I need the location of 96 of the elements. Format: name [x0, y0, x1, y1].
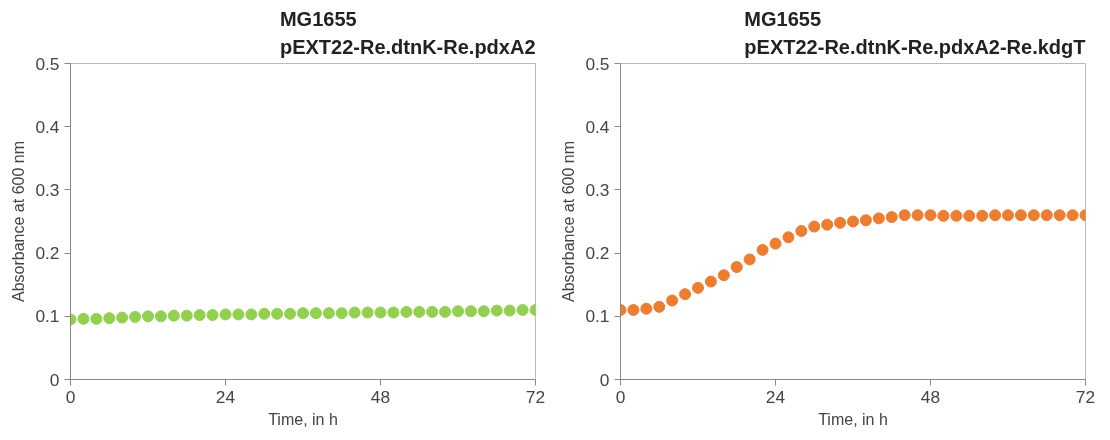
point — [1002, 209, 1014, 222]
point — [730, 261, 743, 273]
point — [976, 209, 989, 222]
point — [335, 307, 348, 320]
point — [271, 307, 284, 320]
x-tick-label: 0 — [615, 386, 626, 407]
point — [219, 308, 232, 321]
point — [387, 306, 400, 319]
point — [821, 218, 834, 231]
point — [640, 302, 653, 315]
y-tick-label: 0.4 — [585, 116, 610, 137]
point — [245, 308, 258, 321]
point — [516, 303, 529, 316]
point — [963, 209, 976, 222]
point — [666, 294, 679, 307]
point — [859, 214, 872, 227]
point — [413, 305, 426, 318]
x-tick-label: 48 — [920, 386, 941, 407]
x-axis-title: Time, in h — [818, 410, 888, 428]
y-tick-label: 0.3 — [35, 179, 60, 200]
point — [756, 243, 769, 256]
y-axis-title: Absorbance at 600 nm — [10, 141, 28, 302]
point — [258, 307, 271, 320]
point — [452, 305, 464, 318]
point — [154, 310, 167, 323]
point — [704, 275, 717, 288]
point — [309, 307, 322, 320]
point — [1053, 209, 1066, 222]
point — [90, 312, 103, 325]
chart-title: MG1655 pEXT22-Re.dtnK-Re.pdxA2-Re.kdgT — [744, 7, 1086, 59]
point — [167, 309, 180, 322]
point — [950, 209, 963, 222]
point — [374, 306, 387, 319]
point — [439, 305, 452, 318]
y-tick-label: 0.5 — [585, 53, 610, 74]
point — [232, 308, 245, 321]
point — [653, 300, 666, 313]
point — [206, 309, 219, 322]
point — [348, 306, 361, 319]
x-tick-label: 24 — [215, 386, 236, 407]
point — [477, 305, 490, 318]
point — [322, 307, 335, 320]
x-axis-title: Time, in h — [268, 410, 338, 428]
chart-title: MG1655 pEXT22-Re.dtnK-Re.pdxA2 — [279, 7, 536, 59]
point — [872, 212, 885, 225]
point — [503, 304, 516, 317]
point — [400, 305, 413, 318]
point — [743, 253, 756, 266]
y-tick-label: 0.2 — [585, 243, 610, 264]
point — [129, 310, 142, 323]
point — [782, 231, 795, 244]
y-axis-title: Absorbance at 600 nm — [560, 141, 578, 302]
point — [142, 310, 154, 323]
point — [426, 305, 439, 318]
point — [180, 309, 193, 322]
y-tick-label: 0.1 — [585, 306, 610, 327]
y-tick-label: 0.1 — [35, 306, 60, 327]
x-tick-label: 0 — [65, 386, 76, 407]
point — [769, 237, 782, 250]
point — [103, 312, 116, 325]
point — [116, 311, 129, 324]
point — [679, 288, 692, 301]
point — [692, 281, 704, 294]
point — [808, 220, 821, 233]
point — [297, 307, 309, 320]
point — [924, 209, 937, 222]
point — [490, 304, 503, 317]
point — [284, 307, 297, 320]
point — [627, 303, 640, 316]
point — [77, 312, 90, 325]
y-tick-label: 0.3 — [585, 179, 610, 200]
point — [885, 211, 898, 224]
y-tick-label: 0.4 — [35, 116, 60, 137]
y-tick-label: 0.2 — [35, 243, 60, 264]
x-tick-label: 72 — [1075, 386, 1096, 407]
point — [1014, 209, 1027, 222]
point — [361, 306, 374, 319]
point — [1066, 209, 1079, 222]
point — [193, 309, 206, 322]
point — [464, 305, 477, 318]
x-tick-label: 72 — [525, 386, 546, 407]
point — [1040, 209, 1053, 222]
point — [795, 224, 808, 237]
y-tick-label: 0.5 — [35, 53, 60, 74]
x-tick-label: 24 — [765, 386, 786, 407]
point — [937, 209, 950, 222]
x-tick-label: 48 — [370, 386, 391, 407]
point — [717, 269, 730, 282]
y-tick-label: 0 — [599, 369, 610, 390]
point — [898, 209, 911, 222]
point — [834, 216, 847, 229]
point — [1027, 209, 1040, 222]
y-tick-label: 0 — [49, 369, 60, 390]
point — [847, 215, 859, 228]
point — [989, 209, 1002, 222]
point — [911, 209, 924, 222]
